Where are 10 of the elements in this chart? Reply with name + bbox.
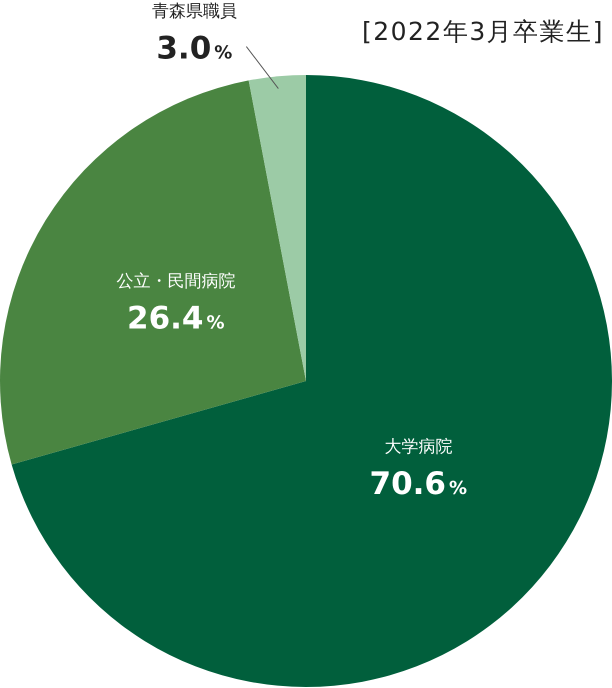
data-label: 70.6% xyxy=(370,466,468,502)
slice-label: 公立・民間病院 xyxy=(116,272,236,292)
pie-slice xyxy=(12,75,612,687)
slice-label: 青森県職員 xyxy=(152,2,237,22)
slice-label: 大学病院 xyxy=(384,436,452,457)
pie-slice xyxy=(248,75,306,381)
pie-slice xyxy=(0,80,306,465)
text: [2022年3月卒業生] xyxy=(362,17,604,46)
data-label: 3.0% xyxy=(156,30,232,67)
data-label: 26.4% xyxy=(127,300,225,337)
